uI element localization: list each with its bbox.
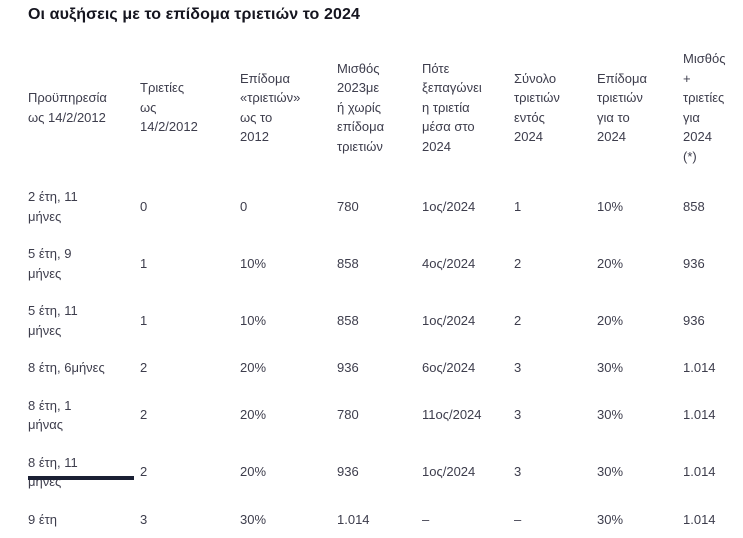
column-header-2: Τριετίες ως 14/2/2012 [140, 80, 198, 135]
column-header-1: Προϋπηρεσία ως 14/2/2012 [28, 90, 107, 125]
table-cell: 3 [514, 464, 522, 480]
table-cell: 6ος/2024 [422, 360, 476, 376]
table-cell: 3 [514, 407, 522, 423]
table-row: 8 έτη, 6μήνες 2 20% 936 6ος/2024 3 30% 1.014 [28, 349, 740, 387]
column-header-8: Μισθός + τριετίες για 2024 (*) [683, 51, 726, 164]
table-cell: 936 [337, 464, 359, 480]
table-cell: 2 [140, 407, 148, 423]
table-cell: 20% [597, 312, 624, 328]
header-row: Προϋπηρεσία ως 14/2/2012 Τριετίες ως 14/2… [28, 40, 740, 178]
table-cell: 2 [514, 255, 522, 271]
table-row: 8 έτη, 1 μήνας 2 20% 780 11ος/2024 3 30% 1.014 [28, 387, 740, 444]
table-cell: 20% [240, 407, 267, 423]
table-cell: 11ος/2024 [422, 407, 482, 423]
table-cell: 30% [597, 407, 624, 423]
article-page: Οι αυξήσεις με το επίδομα τριετιών το 20… [28, 6, 725, 527]
table-cell: 858 [337, 312, 359, 328]
column-header-4: Μισθός 2023με ή χωρίς επίδομα τριετιών [337, 60, 385, 154]
table-row: 9 έτη 3 30% 1.014 – – 30% 1.014 [28, 501, 740, 538]
table-cell: 20% [240, 464, 267, 480]
table-cell: 4ος/2024 [422, 255, 476, 271]
table-cell: 780 [337, 407, 359, 423]
table-cell: 1 [140, 255, 148, 271]
table-row: 2 έτη, 11 μήνες 0 0 780 1ος/2024 1 10% 858 [28, 178, 740, 235]
table-cell: 1 [140, 312, 148, 328]
table-cell: 858 [337, 255, 359, 271]
cutoff-next-heading [28, 476, 134, 480]
table-cell: 0 [240, 198, 248, 214]
column-header-5: Πότε ξεπαγώνει η τριετία μέσα στο 2024 [422, 60, 482, 154]
table-cell: 20% [597, 255, 624, 271]
table-cell: 3 [140, 511, 148, 527]
table-cell: 1.014 [683, 464, 716, 480]
table-cell: 1.014 [683, 511, 716, 527]
table-cell: 10% [240, 255, 267, 271]
table-cell: 3 [514, 360, 522, 376]
table-cell: 20% [240, 360, 267, 376]
table-cell: 936 [683, 255, 705, 271]
table-cell: 2 [514, 312, 522, 328]
table-body: 2 έτη, 11 μήνες 0 0 780 1ος/2024 1 10% 858 5 έτη… [28, 178, 740, 538]
table-cell: 1ος/2024 [422, 464, 476, 480]
table-cell: 936 [683, 312, 705, 328]
table-cell: 1.014 [337, 511, 370, 527]
table-cell: 0 [140, 198, 148, 214]
table-cell: 936 [337, 360, 359, 376]
table-cell: 2 έτη, 11 μήνες [28, 189, 78, 224]
table-cell: 30% [597, 511, 624, 527]
table-head: Προϋπηρεσία ως 14/2/2012 Τριετίες ως 14/2… [28, 40, 740, 178]
table-cell: 858 [683, 198, 705, 214]
table-cell: 1 [514, 198, 522, 214]
table-row: 8 έτη, 11 μήνες 2 20% 936 1ος/2024 3 30% 1.014 [28, 444, 740, 501]
table-cell: 10% [597, 198, 624, 214]
table-cell: – [514, 511, 522, 527]
table-cell: 780 [337, 198, 359, 214]
table-cell: 1.014 [683, 360, 716, 376]
increases-table: Προϋπηρεσία ως 14/2/2012 Τριετίες ως 14/2… [28, 40, 740, 538]
table-cell: 9 έτη [28, 511, 58, 527]
table-cell: 8 έτη, 1 μήνας [28, 397, 72, 433]
table-cell: 1ος/2024 [422, 198, 476, 214]
table-cell: 10% [240, 312, 267, 328]
table-cell: 30% [597, 464, 624, 480]
column-header-3: Επίδομα «τριετιών» ως το 2012 [240, 70, 301, 145]
page-title: Οι αυξήσεις με το επίδομα τριετιών το 20… [28, 6, 360, 23]
table-row: 5 έτη, 11 μήνες 1 10% 858 1ος/2024 2 20% 936 [28, 292, 740, 349]
table-cell: 5 έτη, 9 μήνες [28, 246, 72, 281]
table-cell: 1ος/2024 [422, 312, 476, 328]
table-row: 5 έτη, 9 μήνες 1 10% 858 4ος/2024 2 20% 936 [28, 235, 740, 292]
table-cell: 30% [240, 511, 267, 527]
column-header-6: Σύνολο τριετιών εντός 2024 [514, 70, 560, 145]
column-header-7: Επίδομα τριετιών για το 2024 [597, 70, 648, 145]
table-cell: 8 έτη, 11 μήνες [28, 454, 78, 490]
table-cell: 30% [597, 360, 624, 376]
table-cell: 5 έτη, 11 μήνες [28, 303, 78, 338]
table-cell: 1.014 [683, 407, 716, 423]
table-cell: 2 [140, 464, 148, 480]
table-cell: 8 έτη, 6μήνες [28, 360, 105, 376]
table-cell: – [422, 511, 430, 527]
table-cell: 2 [140, 360, 148, 376]
